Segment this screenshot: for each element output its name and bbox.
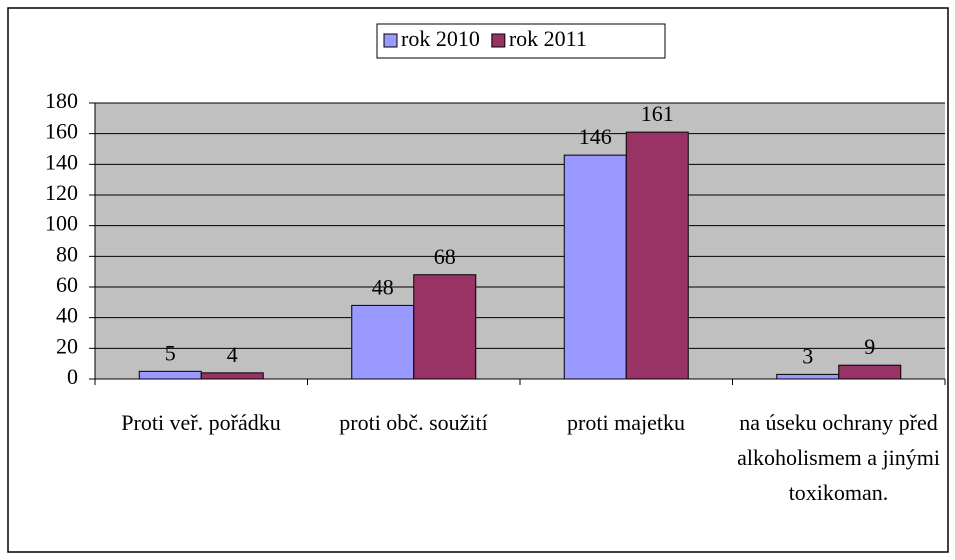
bar [776, 373, 840, 380]
legend-swatch [383, 33, 398, 48]
y-tick-label: 180 [45, 88, 78, 113]
bar [563, 154, 627, 380]
y-tick-label: 40 [56, 303, 78, 328]
x-tick-label: na úseku ochrany před alkoholismem a jin… [737, 410, 940, 505]
x-tick-label: proti obč. soužití [339, 410, 488, 435]
bar [838, 364, 902, 380]
bar [351, 304, 415, 380]
y-tick-label: 140 [45, 149, 78, 174]
data-label: 146 [579, 124, 612, 149]
bar [413, 274, 477, 380]
x-tick-label: Proti veř. pořádku [121, 410, 281, 435]
bar [138, 370, 202, 380]
legend-label: rok 2011 [509, 26, 587, 51]
y-tick-label: 60 [56, 272, 78, 297]
x-tick-label: proti majetku [567, 410, 685, 435]
legend-swatch [491, 33, 506, 48]
y-tick-label: 100 [45, 211, 78, 236]
data-label: 9 [864, 334, 875, 359]
y-tick-label: 0 [67, 364, 78, 389]
legend-label: rok 2010 [401, 26, 480, 51]
data-label: 5 [165, 340, 176, 365]
bar [200, 372, 264, 380]
data-label: 3 [802, 343, 813, 368]
plot-area [95, 103, 945, 379]
data-label: 68 [434, 244, 456, 269]
data-label: 4 [227, 342, 238, 367]
y-tick-label: 20 [56, 333, 78, 358]
y-tick-label: 80 [56, 241, 78, 266]
y-tick-label: 120 [45, 180, 78, 205]
data-label: 161 [641, 101, 674, 126]
legend [376, 23, 666, 59]
bar [625, 131, 689, 380]
data-label: 48 [372, 274, 394, 299]
y-tick-label: 160 [45, 119, 78, 144]
